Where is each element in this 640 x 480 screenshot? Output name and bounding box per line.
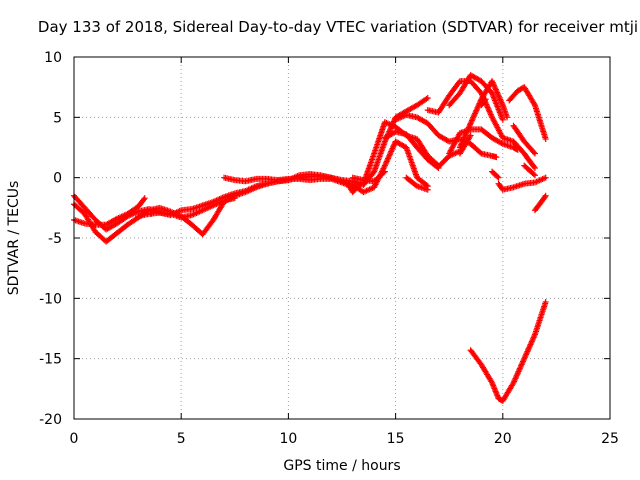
x-tick-label: 15 bbox=[387, 431, 405, 447]
axis-ticks bbox=[73, 56, 611, 420]
stray-data-point bbox=[148, 210, 155, 217]
x-tick-label: 5 bbox=[177, 431, 186, 447]
data-point bbox=[530, 171, 537, 178]
y-tick-label: -20 bbox=[39, 412, 62, 428]
data-point bbox=[531, 172, 538, 179]
data-point bbox=[531, 163, 538, 170]
data-point bbox=[499, 116, 506, 123]
data-point bbox=[423, 95, 430, 102]
y-axis-label: SDTVAR / TECUs bbox=[6, 181, 22, 296]
data-points bbox=[71, 72, 549, 404]
data-point bbox=[542, 192, 549, 199]
data-point bbox=[541, 193, 548, 200]
x-axis-label: GPS time / hours bbox=[283, 458, 400, 474]
data-point bbox=[542, 174, 549, 181]
x-tick-label: 10 bbox=[279, 431, 297, 447]
data-point bbox=[514, 146, 521, 153]
y-tick-label: 5 bbox=[53, 110, 62, 126]
x-tick-label: 25 bbox=[601, 431, 619, 447]
y-tick-label: 0 bbox=[53, 171, 62, 187]
data-point bbox=[493, 154, 500, 161]
data-point bbox=[354, 184, 361, 191]
data-point bbox=[513, 146, 520, 153]
data-point bbox=[140, 196, 147, 203]
data-point bbox=[531, 150, 538, 157]
data-point bbox=[380, 169, 387, 176]
data-point bbox=[542, 298, 549, 305]
data-point bbox=[231, 195, 238, 202]
data-point bbox=[141, 195, 148, 202]
y-tick-label: -5 bbox=[48, 231, 62, 247]
grid-lines bbox=[74, 57, 610, 419]
data-point bbox=[424, 95, 431, 102]
data-point bbox=[495, 174, 502, 181]
data-point bbox=[467, 132, 474, 139]
data-point bbox=[352, 185, 359, 192]
x-tick-labels: 0 5 10 15 20 25 bbox=[70, 431, 619, 447]
y-tick-label: -10 bbox=[39, 291, 62, 307]
data-point bbox=[530, 149, 537, 156]
x-tick-label: 20 bbox=[494, 431, 512, 447]
x-tick-label: 0 bbox=[70, 431, 79, 447]
y-tick-label: -15 bbox=[39, 352, 62, 368]
data-point bbox=[494, 173, 501, 180]
chart-title: Day 133 of 2018, Sidereal Day-to-day VTE… bbox=[38, 18, 638, 36]
data-point bbox=[531, 100, 538, 107]
data-point bbox=[482, 96, 489, 103]
data-point bbox=[542, 136, 549, 143]
data-point bbox=[381, 168, 388, 175]
data-point bbox=[531, 165, 538, 172]
data-point bbox=[481, 97, 488, 104]
data-point bbox=[424, 186, 431, 193]
y-tick-label: 10 bbox=[44, 50, 62, 66]
data-point bbox=[504, 114, 511, 121]
data-point bbox=[498, 140, 505, 147]
y-tick-labels: -20 -15 -10 -5 0 5 10 bbox=[39, 50, 62, 428]
data-point bbox=[466, 133, 473, 140]
